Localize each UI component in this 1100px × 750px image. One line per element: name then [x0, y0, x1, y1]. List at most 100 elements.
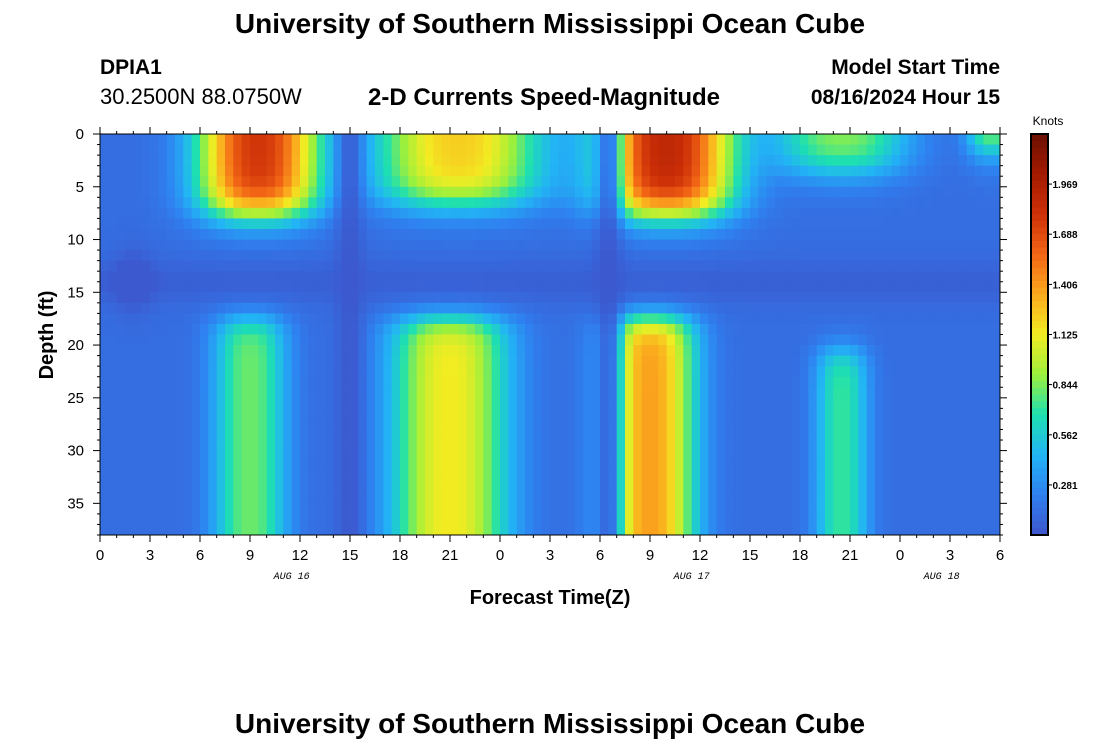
- heat-cell: [833, 376, 843, 388]
- heat-cell: [325, 387, 334, 399]
- heat-cell: [483, 176, 493, 188]
- heat-cell: [450, 197, 459, 209]
- heat-cell: [383, 397, 393, 409]
- heat-cell: [375, 313, 384, 325]
- heat-cell: [808, 134, 818, 145]
- heat-cell: [716, 228, 726, 240]
- heat-cell: [225, 207, 234, 219]
- heat-cell: [633, 429, 643, 441]
- heat-cell: [391, 302, 401, 314]
- heat-cell: [683, 503, 693, 515]
- heat-cell: [358, 387, 368, 399]
- heat-cell: [350, 345, 359, 356]
- heat-cell: [275, 239, 284, 251]
- heat-cell: [766, 323, 776, 335]
- heat-cell: [125, 471, 134, 483]
- heat-cell: [475, 440, 484, 451]
- heat-cell: [566, 155, 576, 167]
- heat-cell: [525, 197, 534, 209]
- heat-cell: [683, 197, 693, 209]
- heat-cell: [166, 250, 176, 262]
- heat-cell: [450, 165, 459, 177]
- heat-cell: [458, 239, 468, 251]
- heat-cell: [858, 345, 868, 356]
- heat-cell: [675, 144, 684, 156]
- heat-cell: [575, 292, 584, 304]
- heat-cell: [375, 397, 384, 409]
- heat-cell: [350, 503, 359, 515]
- heat-cell: [566, 165, 576, 177]
- heat-cell: [900, 323, 909, 335]
- heat-cell: [325, 440, 334, 451]
- heat-cell: [808, 197, 818, 209]
- heat-cell: [716, 271, 726, 283]
- heat-cell: [200, 492, 209, 504]
- heat-cell: [391, 429, 401, 441]
- heat-cell: [641, 228, 651, 240]
- heat-cell: [541, 313, 551, 325]
- heat-cell: [783, 207, 793, 219]
- heat-cell: [158, 302, 168, 314]
- heat-cell: [541, 134, 551, 145]
- heat-cell: [266, 450, 276, 462]
- heat-cell: [233, 513, 243, 525]
- heat-cell: [300, 228, 309, 240]
- heat-cell: [691, 302, 701, 314]
- heat-cell: [183, 503, 193, 515]
- heat-cell: [816, 302, 826, 314]
- heat-cell: [266, 376, 276, 388]
- heat-cell: [883, 524, 893, 536]
- heat-cell: [958, 134, 968, 145]
- heat-cell: [116, 376, 126, 388]
- heat-cell: [733, 176, 743, 188]
- heat-cell: [625, 176, 634, 188]
- heat-cell: [625, 482, 634, 494]
- heat-cell: [641, 165, 651, 177]
- heat-cell: [525, 313, 534, 325]
- heat-cell: [658, 165, 668, 177]
- date-labels: AUG 16 AUG 17 AUG 18: [273, 572, 960, 583]
- heat-cell: [591, 165, 601, 177]
- heat-cell: [641, 408, 651, 420]
- heat-cell: [908, 144, 918, 156]
- heat-cell: [225, 250, 234, 262]
- heat-cell: [658, 482, 668, 494]
- heat-cell: [641, 260, 651, 272]
- heat-cell: [341, 250, 351, 262]
- heat-cell: [191, 218, 201, 230]
- heat-cell: [675, 165, 684, 177]
- heat-cell: [266, 165, 276, 177]
- heat-cell: [325, 418, 334, 430]
- heat-cell: [491, 281, 501, 293]
- heat-cell: [525, 376, 534, 388]
- heat-cell: [316, 492, 326, 504]
- heat-cell: [758, 376, 768, 388]
- heat-cell: [891, 376, 901, 388]
- heat-cell: [675, 366, 684, 378]
- heat-cell: [541, 387, 551, 399]
- heat-cell: [100, 239, 109, 251]
- heat-cell: [341, 440, 351, 451]
- heat-cell: [525, 503, 534, 515]
- heat-cell: [975, 376, 984, 388]
- heat-cell: [833, 408, 843, 420]
- heat-cell: [383, 429, 393, 441]
- heat-cell: [966, 176, 976, 188]
- heat-cell: [425, 302, 434, 314]
- heat-cell: [700, 376, 709, 388]
- heat-cell: [391, 218, 401, 230]
- heat-cell: [433, 281, 443, 293]
- heat-cell: [958, 376, 968, 388]
- heat-cell: [508, 345, 518, 356]
- heat-cell: [641, 461, 651, 473]
- heat-cell: [591, 302, 601, 314]
- heat-cell: [100, 450, 109, 462]
- heat-cell: [475, 207, 484, 219]
- heat-cell: [125, 524, 134, 536]
- heat-cell: [350, 334, 359, 346]
- heat-cell: [500, 239, 509, 251]
- heat-cell: [958, 144, 968, 156]
- heat-cell: [241, 197, 251, 209]
- heat-cell: [666, 440, 676, 451]
- heat-cell: [583, 271, 593, 283]
